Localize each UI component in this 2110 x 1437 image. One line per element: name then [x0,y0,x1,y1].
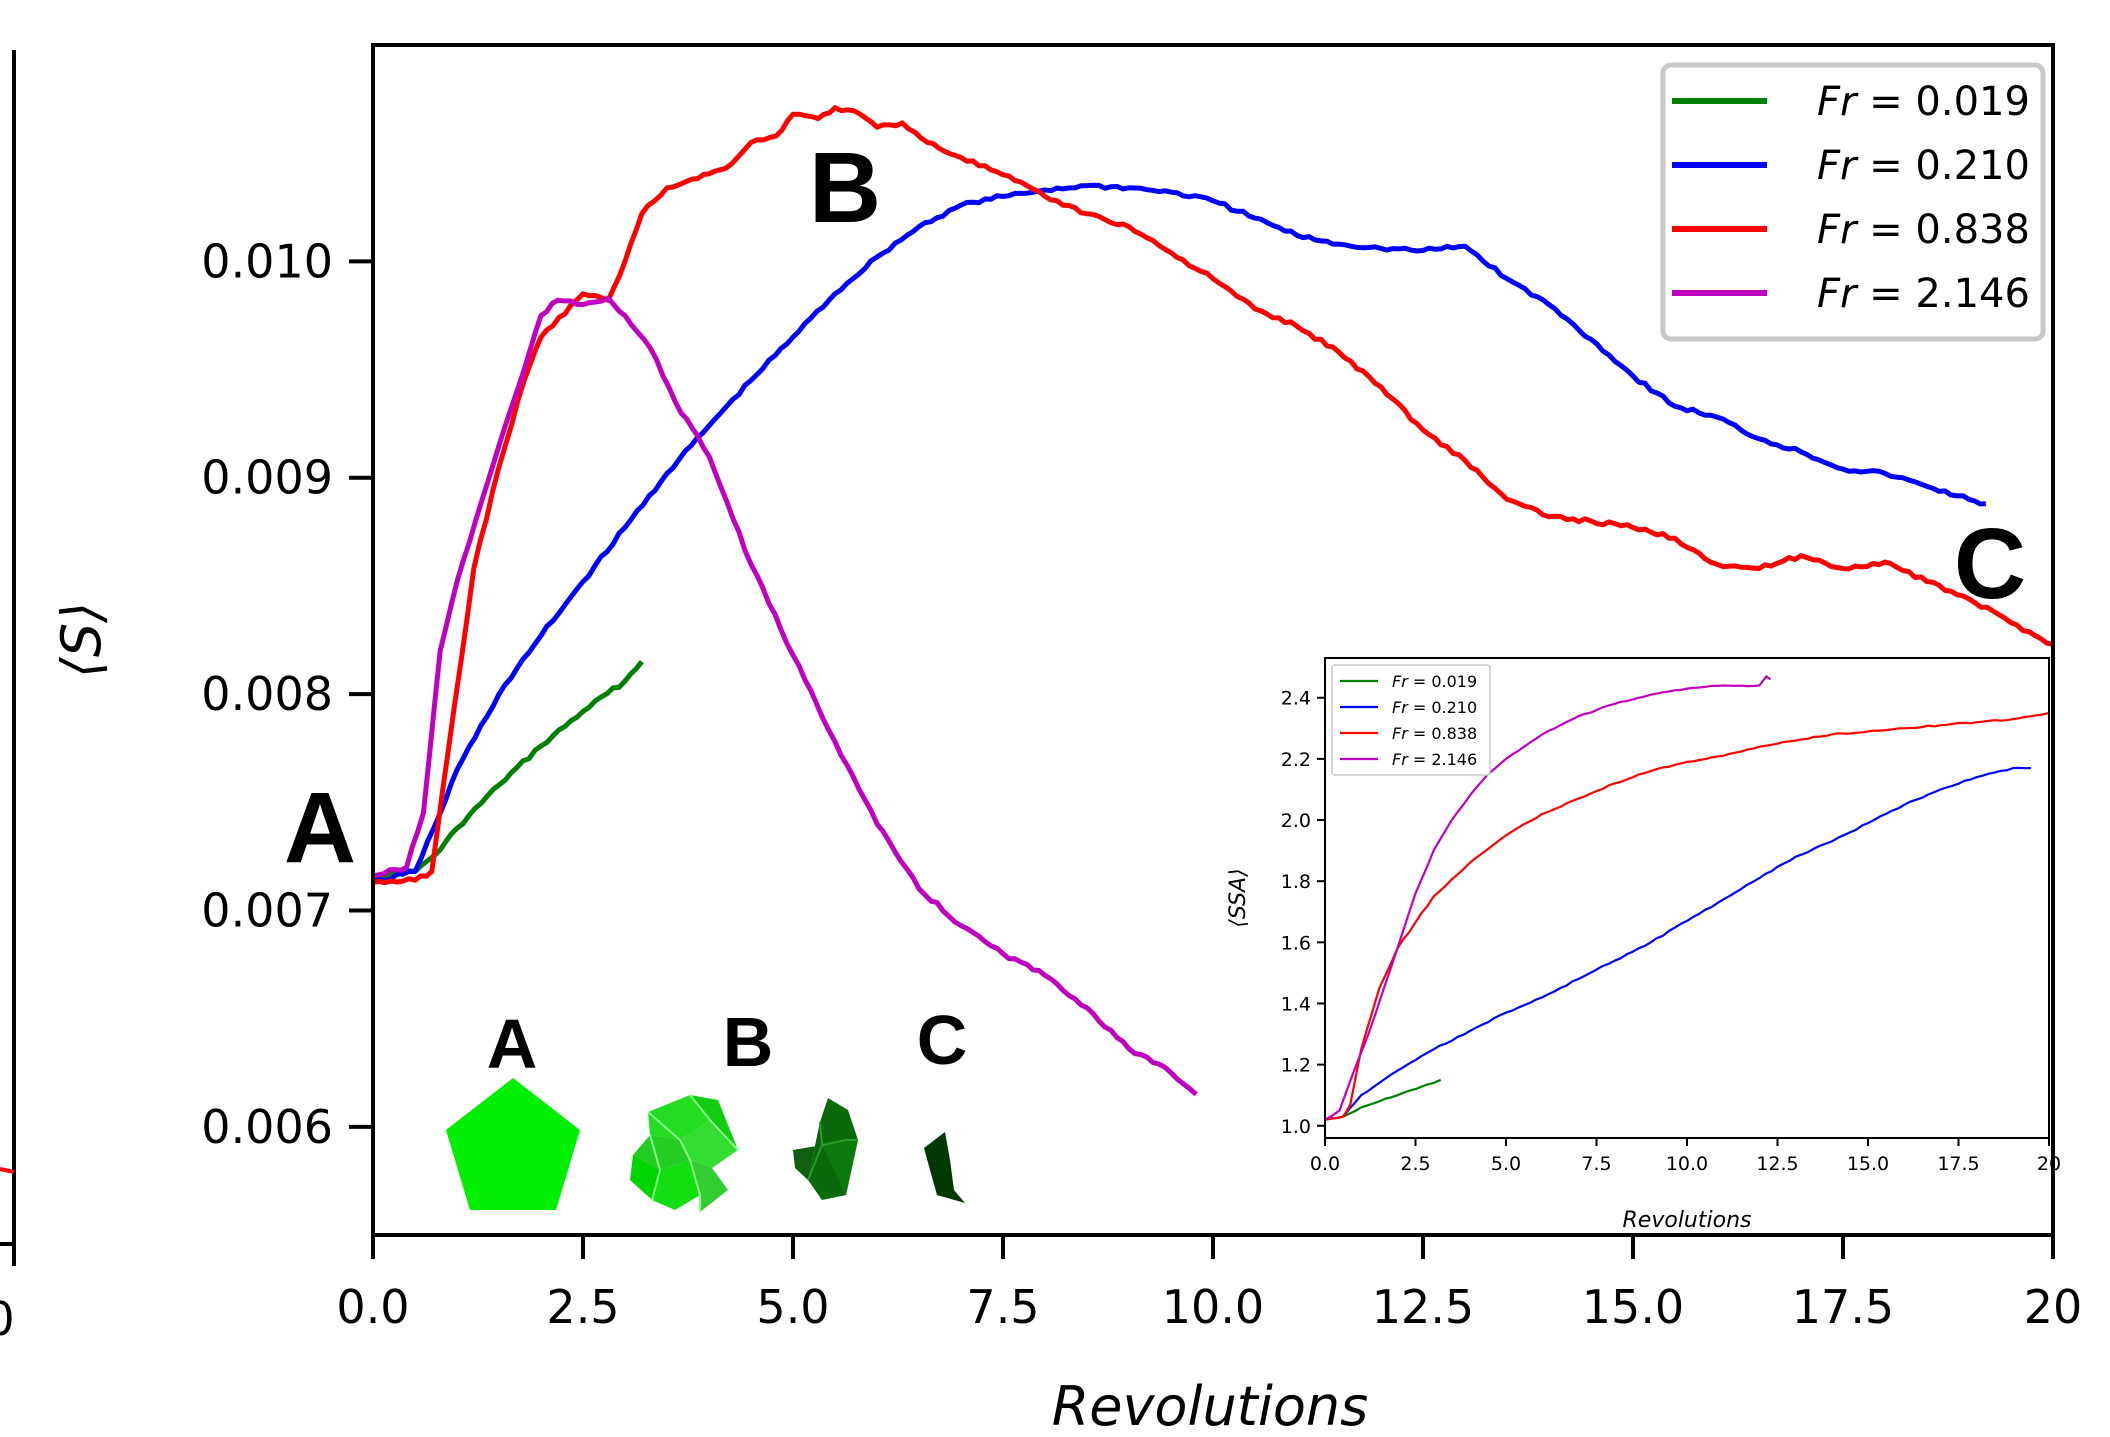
y-tick-label: 0.006 [201,1100,333,1154]
inset-chart: 0.0 2.5 5.0 7.5 10.0 12.5 15.0 17.5 20 1.0 1.2 1.4… [1226,657,2061,1233]
annotation-c: C [1954,508,2026,620]
y-tick-label: 0.007 [201,883,333,937]
x-tick-label: 17.5 [1792,1280,1894,1334]
fragmented-shape-c [793,1098,858,1200]
y-tick-label: 2.2 [1281,749,1311,771]
x-tick-label: 15.0 [1582,1280,1684,1334]
y-tick-label: 1.8 [1281,871,1311,893]
x-tick-label: 17.5 [1937,1153,1979,1175]
series-line-2 [372,105,2054,886]
main-x-ticks: 0.0 2.5 5.0 7.5 10.0 12.5 15.0 17.5 20 [336,1235,2082,1334]
legend-label: Fr = 0.210 [1392,698,1477,717]
pentagon-shape-a [446,1078,580,1210]
y-tick-label: 1.2 [1281,1055,1311,1077]
inset-legend: Fr = 0.019 Fr = 0.210 Fr = 0.838 Fr = 2.146 [1331,664,1491,776]
shape-label-b: B [723,1003,774,1081]
x-tick-label: 5.0 [756,1280,829,1334]
left-panel-red-line [0,1167,15,1174]
left-panel-fragment: 0 [0,50,16,1346]
legend-label: Fr = 0.019 [1392,672,1477,691]
x-tick-label: 20 [2037,1153,2061,1175]
inset-y-ticks: 1.0 1.2 1.4 1.6 1.8 2.0 2.2 2.4 [1281,688,1325,1138]
x-tick-label: 2.5 [1400,1153,1430,1175]
main-y-ticks: 0.006 0.007 0.008 0.009 0.010 [201,234,373,1154]
x-tick-label: 0.0 [1310,1153,1340,1175]
main-legend: Fr = 0.019 Fr = 0.210 Fr = 0.838 Fr = 2.146 [1660,62,2046,342]
y-tick-label: 0.008 [201,667,333,721]
x-tick-label: 12.5 [1372,1280,1474,1334]
y-tick-label: 0.009 [201,451,333,505]
inset-plot-lines [1324,675,2050,1121]
x-tick-label: 10.0 [1666,1153,1708,1175]
y-tick-label: 2.4 [1281,688,1311,710]
annotation-b: B [809,132,881,244]
y-tick-label: 1.6 [1281,932,1311,954]
series-line-3 [372,295,1198,1097]
inset-x-ticks: 0.0 2.5 5.0 7.5 10.0 12.5 15.0 17.5 20 [1310,1138,2061,1175]
legend-label: Fr = 0.838 [1392,724,1477,743]
main-legend-box [1660,62,2046,342]
x-tick-label: 10.0 [1162,1280,1264,1334]
series-line-3 [1324,675,1771,1121]
x-tick-label: 7.5 [1581,1153,1611,1175]
fragmented-shape-c-small [924,1132,965,1203]
main-y-axis-label: ⟨S⟩ [50,602,113,678]
x-tick-label: 7.5 [966,1280,1039,1334]
x-tick-label: 15.0 [1847,1153,1889,1175]
legend-label: Fr = 0.838 [1817,207,2030,253]
y-tick-label: 0.010 [201,234,333,288]
x-tick-label: 20 [2024,1280,2083,1334]
left-panel-tick-label: 0 [0,1292,15,1346]
shape-label-a: A [487,1005,538,1083]
x-tick-label: 0.0 [336,1280,409,1334]
x-tick-label: 5.0 [1491,1153,1521,1175]
shape-label-c: C [917,1001,968,1079]
y-tick-label: 1.0 [1281,1116,1311,1138]
legend-label: Fr = 0.210 [1817,143,2030,189]
annotation-a: A [284,772,356,884]
series-line-2 [1324,711,2050,1121]
fragmented-shape-b [630,1094,739,1212]
legend-label: Fr = 2.146 [1817,271,2030,317]
inset-y-axis-label: ⟨SSA⟩ [1226,868,1251,927]
legend-label: Fr = 0.019 [1817,79,2030,125]
y-tick-label: 2.0 [1281,810,1311,832]
y-tick-label: 1.4 [1281,993,1311,1015]
legend-label: Fr = 2.146 [1392,750,1477,769]
series-line-1 [371,182,1986,885]
main-chart: 0.0 2.5 5.0 7.5 10.0 12.5 15.0 17.5 20 0.0060.00… [50,43,2082,1437]
particle-shapes: A B C [446,1001,967,1212]
main-x-axis-label: Revolutions [1052,1375,1369,1437]
main-plot-lines [371,105,2054,1097]
inset-legend-box [1331,664,1491,776]
series-line-1 [1324,766,2031,1121]
x-tick-label: 12.5 [1756,1153,1798,1175]
x-tick-label: 2.5 [546,1280,619,1334]
inset-x-axis-label: Revolutions [1623,1208,1752,1233]
